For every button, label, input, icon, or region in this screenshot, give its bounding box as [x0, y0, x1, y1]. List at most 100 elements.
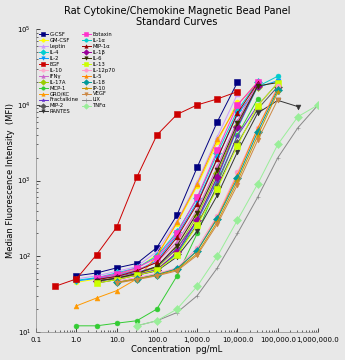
- IL-4: [215, 151, 219, 156]
- IL-17A: [235, 123, 239, 128]
- MCP-1: [175, 274, 179, 278]
- IFNγ: [175, 240, 179, 244]
- MCP-1: [115, 321, 119, 325]
- Line: EGF: EGF: [52, 89, 240, 289]
- IL-1β: [155, 268, 159, 272]
- EGF: [95, 252, 99, 257]
- IL-1α: [115, 276, 119, 280]
- RANTES: [215, 193, 219, 197]
- IL-4: [135, 266, 139, 270]
- Line: RANTES: RANTES: [94, 98, 300, 285]
- Eotaxin: [95, 275, 99, 280]
- IL-17A: [95, 279, 99, 283]
- GRO/KC: [95, 296, 99, 300]
- IL-1β: [215, 174, 219, 179]
- IL-4: [155, 254, 159, 258]
- MCP-1: [235, 133, 239, 137]
- EGF: [53, 284, 57, 288]
- Line: IL-1α: IL-1α: [94, 74, 280, 283]
- IL-17A: [256, 84, 260, 89]
- GRO/KC: [175, 220, 179, 225]
- IL-13: [256, 103, 260, 108]
- GM-CSF: [95, 277, 99, 281]
- MIP-2: [276, 84, 280, 89]
- Y-axis label: Median Fluorescence Intensity  (MFI): Median Fluorescence Intensity (MFI): [6, 103, 14, 258]
- IL-12p70: [235, 170, 239, 175]
- Leptin: [155, 249, 159, 254]
- GRO/KC: [155, 254, 159, 258]
- IFNγ: [195, 208, 199, 212]
- IL-17A: [155, 266, 159, 270]
- EGF: [115, 225, 119, 230]
- Fractalkine: [215, 179, 219, 183]
- RANTES: [235, 150, 239, 154]
- IL-1β: [115, 276, 119, 280]
- TNFα: [276, 142, 280, 147]
- IL-10: [135, 271, 139, 275]
- LIX: [195, 293, 199, 298]
- MCP-1: [256, 97, 260, 101]
- GM-CSF: [115, 272, 119, 276]
- TNFα: [195, 284, 199, 288]
- Line: IL-5: IL-5: [114, 85, 280, 285]
- IL-10: [215, 166, 219, 171]
- RANTES: [195, 229, 199, 233]
- GM-CSF: [215, 140, 219, 144]
- IL-2: [95, 276, 99, 280]
- LIX: [135, 324, 139, 328]
- Line: IL-4: IL-4: [73, 80, 260, 283]
- MCP-1: [215, 182, 219, 186]
- GM-CSF: [135, 267, 139, 271]
- MIP-2: [135, 273, 139, 277]
- IL-4: [256, 80, 260, 84]
- Line: IL-17A: IL-17A: [94, 84, 260, 284]
- MIP-2: [215, 185, 219, 189]
- EGF: [74, 277, 78, 281]
- IL-5: [175, 267, 179, 271]
- GM-CSF: [155, 252, 159, 257]
- Line: GRO/KC: GRO/KC: [74, 80, 260, 309]
- Line: Fractalkine: Fractalkine: [94, 81, 280, 282]
- IL-2: [215, 156, 219, 160]
- IL-18: [155, 273, 159, 277]
- IL-13: [95, 281, 99, 285]
- IL-1α: [155, 268, 159, 272]
- IL-6: [175, 243, 179, 248]
- IL-1α: [135, 273, 139, 277]
- IP-10: [175, 268, 179, 272]
- IL-18: [256, 130, 260, 134]
- Eotaxin: [195, 195, 199, 199]
- MIP-1α: [175, 235, 179, 239]
- Eotaxin: [155, 256, 159, 260]
- IL-2: [74, 279, 78, 283]
- IL-6: [95, 279, 99, 283]
- IP-10: [155, 273, 159, 278]
- IL-12p70: [135, 275, 139, 280]
- IL-4: [235, 108, 239, 112]
- RANTES: [175, 255, 179, 259]
- IL-6: [215, 168, 219, 172]
- Leptin: [135, 264, 139, 269]
- MIP-2: [155, 268, 159, 272]
- G-CSF: [74, 274, 78, 278]
- MCP-1: [195, 231, 199, 235]
- MIP-2: [195, 222, 199, 226]
- IL-1α: [256, 84, 260, 89]
- EGF: [175, 112, 179, 117]
- IL-13: [155, 268, 159, 273]
- RANTES: [155, 269, 159, 273]
- TNFα: [215, 254, 219, 258]
- VEGF: [215, 222, 219, 226]
- MIP-2: [235, 141, 239, 145]
- RANTES: [276, 98, 280, 103]
- IL-12p70: [256, 126, 260, 131]
- IL-6: [115, 276, 119, 280]
- Line: IL-18: IL-18: [114, 87, 280, 285]
- VEGF: [175, 269, 179, 273]
- IL-6: [195, 211, 199, 215]
- Legend: G-CSF, GM-CSF, Leptin, IL-4, IL-2, EGF, IL-10, IFNγ, IL-17A, MCP-1, GRO/KC, Frac: G-CSF, GM-CSF, Leptin, IL-4, IL-2, EGF, …: [38, 31, 117, 115]
- LIX: [155, 319, 159, 323]
- MCP-1: [74, 324, 78, 328]
- IL-18: [215, 216, 219, 221]
- IL-2: [235, 112, 239, 117]
